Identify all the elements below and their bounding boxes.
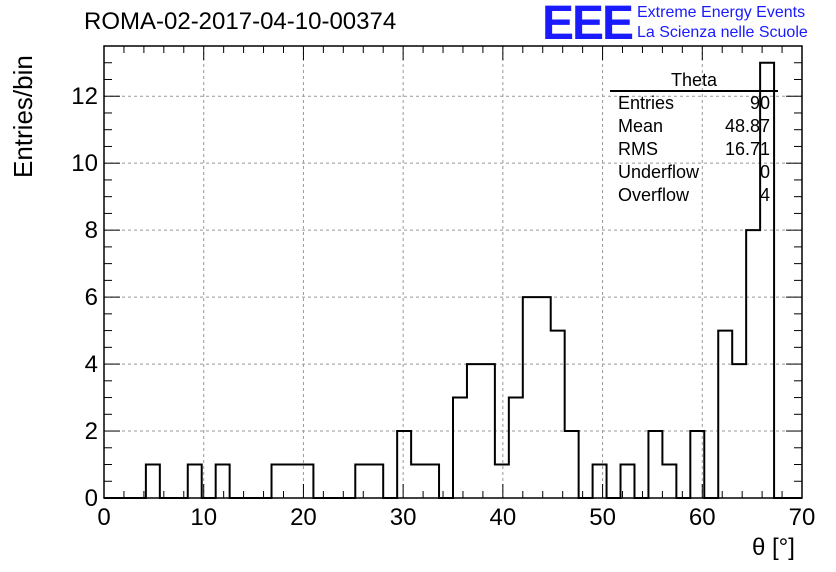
stats-value: 90 [749, 93, 770, 113]
stats-label: Overflow [618, 185, 690, 205]
y-tick-label: 8 [85, 217, 98, 244]
stats-value: 4 [759, 185, 770, 205]
x-tick-label: 70 [789, 504, 816, 531]
x-tick-label: 20 [290, 504, 317, 531]
histogram-bin [648, 431, 662, 498]
eee-logo: EEE [542, 0, 634, 50]
logo-subtitle-line1: Extreme Energy Events [637, 4, 806, 21]
histogram-bin [453, 398, 467, 498]
stats-value: 0 [759, 162, 770, 182]
stats-label: Mean [618, 116, 664, 136]
y-tick-label: 0 [85, 485, 98, 512]
histogram-bin [662, 465, 676, 498]
stats-box: Theta Entries 90 Mean 48.87 RMS 16.71 Un… [610, 70, 778, 207]
histogram-bin [188, 465, 202, 498]
x-tick-label: 0 [97, 504, 110, 531]
stats-label: Entries [618, 93, 675, 113]
stats-row-entries: Entries 90 [610, 92, 778, 115]
x-tick-label: 40 [490, 504, 517, 531]
histogram-bin [551, 331, 565, 498]
stats-label: Underflow [618, 162, 700, 182]
x-axis-label: θ [°] [752, 534, 795, 561]
histogram-bin [523, 297, 537, 498]
histogram-bin [216, 465, 230, 498]
histogram-bin [425, 465, 439, 498]
y-tick-label: 10 [71, 150, 98, 177]
stats-label: RMS [618, 139, 658, 159]
stats-value: 16.71 [724, 139, 770, 159]
histogram-bin [285, 465, 299, 498]
logo-subtitle-line2: La Scienza nelle Scuole [637, 24, 808, 41]
histogram-bin [565, 431, 579, 498]
histogram-bin [355, 465, 369, 498]
histogram-bin [718, 331, 732, 498]
y-tick-label: 4 [85, 351, 98, 378]
histogram-bin [495, 465, 509, 498]
histogram-bin [509, 398, 523, 498]
histogram-bin [146, 465, 160, 498]
histogram-bin [299, 465, 313, 498]
histogram-bin [369, 465, 383, 498]
stats-row-rms: RMS 16.71 [610, 138, 778, 161]
stats-row-mean: Mean 48.87 [610, 115, 778, 138]
chart-title: ROMA-02-2017-04-10-00374 [84, 8, 397, 35]
histogram-bin [593, 465, 607, 498]
y-tick-label: 6 [85, 284, 98, 311]
x-tick-label: 10 [190, 504, 217, 531]
x-tick-label: 60 [689, 504, 716, 531]
y-axis-label: Entries/bin [8, 55, 38, 178]
histogram-line [104, 61, 802, 499]
x-tick-label: 50 [589, 504, 616, 531]
y-tick-label: 2 [85, 418, 98, 445]
y-tick-label: 12 [71, 83, 98, 110]
plot-frame [103, 45, 803, 499]
x-tick-label: 30 [390, 504, 417, 531]
stats-row-overflow: Overflow 4 [610, 184, 778, 207]
stats-value: 48.87 [724, 116, 770, 136]
histogram-bin [397, 431, 411, 498]
stats-row-underflow: Underflow 0 [610, 161, 778, 184]
histogram-bin [537, 297, 551, 498]
stats-title: Theta [610, 70, 778, 92]
